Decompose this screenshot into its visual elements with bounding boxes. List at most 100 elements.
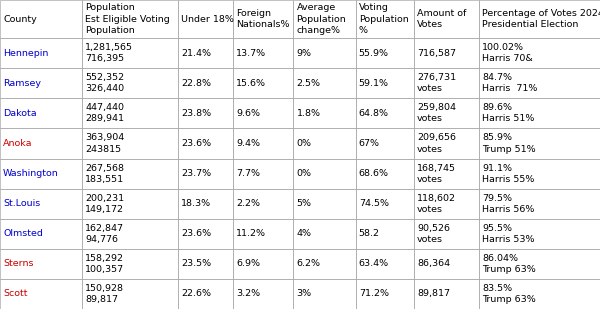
Bar xyxy=(293,68,356,98)
Bar xyxy=(414,0,479,38)
Bar xyxy=(0,98,82,129)
Bar xyxy=(233,188,293,219)
Bar xyxy=(0,0,82,38)
Text: 6.9%: 6.9% xyxy=(236,259,260,268)
Text: 18.3%: 18.3% xyxy=(181,199,211,208)
Text: 9.4%: 9.4% xyxy=(236,139,260,148)
Text: 162,847
94,776: 162,847 94,776 xyxy=(85,224,124,244)
Bar xyxy=(233,98,293,129)
Bar xyxy=(479,188,600,219)
Text: 85.9%
Trump 51%: 85.9% Trump 51% xyxy=(482,133,536,154)
Text: 2.2%: 2.2% xyxy=(236,199,260,208)
Bar xyxy=(293,159,356,188)
Bar xyxy=(293,129,356,159)
Text: 1,281,565
716,395: 1,281,565 716,395 xyxy=(85,43,133,63)
Bar xyxy=(178,0,233,38)
Bar xyxy=(293,68,356,98)
Bar xyxy=(479,68,600,98)
Bar xyxy=(233,0,293,38)
Bar xyxy=(233,279,293,309)
Text: 3.2%: 3.2% xyxy=(236,290,260,298)
Bar xyxy=(356,0,414,38)
Bar xyxy=(82,219,178,249)
Text: 6.2%: 6.2% xyxy=(296,259,320,268)
Text: 67%: 67% xyxy=(359,139,380,148)
Bar xyxy=(178,68,233,98)
Bar xyxy=(82,279,178,309)
Bar xyxy=(178,188,233,219)
Bar xyxy=(0,68,82,98)
Bar xyxy=(178,188,233,219)
Bar xyxy=(414,129,479,159)
Bar xyxy=(0,68,82,98)
Text: Population
Est Eligible Voting
Population: Population Est Eligible Voting Populatio… xyxy=(85,3,170,35)
Text: Average
Population
change%: Average Population change% xyxy=(296,3,346,35)
Bar xyxy=(479,279,600,309)
Bar xyxy=(82,129,178,159)
Text: 15.6%: 15.6% xyxy=(236,79,266,88)
Text: 7.7%: 7.7% xyxy=(236,169,260,178)
Bar xyxy=(0,159,82,188)
Bar xyxy=(356,279,414,309)
Bar xyxy=(82,68,178,98)
Text: 74.5%: 74.5% xyxy=(359,199,389,208)
Text: 209,656
votes: 209,656 votes xyxy=(417,133,456,154)
Bar xyxy=(0,219,82,249)
Bar xyxy=(82,38,178,68)
Bar xyxy=(414,98,479,129)
Bar xyxy=(178,219,233,249)
Text: 22.8%: 22.8% xyxy=(181,79,211,88)
Bar xyxy=(414,188,479,219)
Text: Hennepin: Hennepin xyxy=(3,49,49,58)
Bar xyxy=(82,188,178,219)
Text: 23.6%: 23.6% xyxy=(181,139,211,148)
Bar xyxy=(414,219,479,249)
Bar xyxy=(356,219,414,249)
Bar xyxy=(356,98,414,129)
Bar xyxy=(356,188,414,219)
Text: 13.7%: 13.7% xyxy=(236,49,266,58)
Text: 150,928
89,817: 150,928 89,817 xyxy=(85,284,124,304)
Bar xyxy=(356,279,414,309)
Text: 200,231
149,172: 200,231 149,172 xyxy=(85,194,125,214)
Text: St.Louis: St.Louis xyxy=(3,199,40,208)
Text: 63.4%: 63.4% xyxy=(359,259,389,268)
Text: 259,804
votes: 259,804 votes xyxy=(417,103,456,123)
Bar xyxy=(479,249,600,279)
Bar xyxy=(356,219,414,249)
Bar xyxy=(293,38,356,68)
Bar xyxy=(233,219,293,249)
Text: 158,292
100,357: 158,292 100,357 xyxy=(85,254,125,274)
Bar xyxy=(479,249,600,279)
Bar xyxy=(356,68,414,98)
Text: 89,817: 89,817 xyxy=(417,290,450,298)
Bar xyxy=(479,68,600,98)
Bar xyxy=(82,249,178,279)
Bar xyxy=(178,38,233,68)
Text: 100.02%
Harris 70&: 100.02% Harris 70& xyxy=(482,43,533,63)
Bar xyxy=(293,129,356,159)
Text: 22.6%: 22.6% xyxy=(181,290,211,298)
Bar xyxy=(356,249,414,279)
Text: 447,440
289,941: 447,440 289,941 xyxy=(85,103,124,123)
Bar xyxy=(293,249,356,279)
Bar xyxy=(414,279,479,309)
Bar xyxy=(178,249,233,279)
Bar xyxy=(414,0,479,38)
Bar xyxy=(414,38,479,68)
Bar xyxy=(178,159,233,188)
Bar xyxy=(479,188,600,219)
Bar xyxy=(356,188,414,219)
Text: 58.2: 58.2 xyxy=(359,229,380,238)
Bar xyxy=(233,38,293,68)
Text: Washington: Washington xyxy=(3,169,59,178)
Bar xyxy=(178,279,233,309)
Bar xyxy=(356,98,414,129)
Bar xyxy=(82,38,178,68)
Bar xyxy=(82,279,178,309)
Text: 83.5%
Trump 63%: 83.5% Trump 63% xyxy=(482,284,536,304)
Bar xyxy=(479,219,600,249)
Text: 9%: 9% xyxy=(296,49,311,58)
Bar xyxy=(479,129,600,159)
Bar xyxy=(414,159,479,188)
